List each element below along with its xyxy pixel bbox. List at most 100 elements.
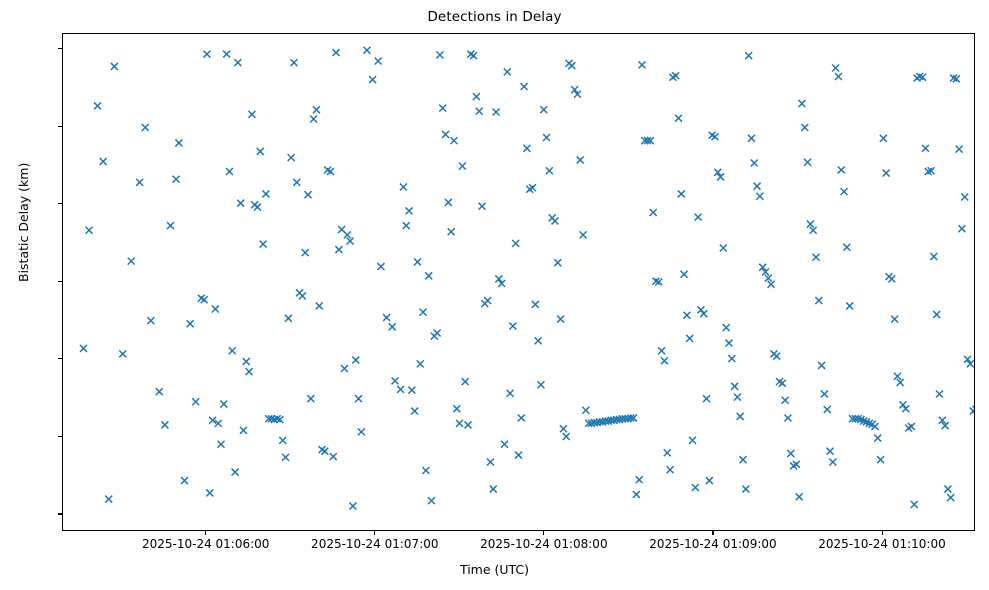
scatter-point <box>792 460 801 469</box>
scatter-point <box>879 134 888 143</box>
scatter-point <box>736 412 745 421</box>
scatter-point <box>309 114 318 123</box>
scatter-point <box>444 198 453 207</box>
scatter-point <box>553 258 562 267</box>
y-tick-mark <box>58 125 62 127</box>
scatter-point <box>637 60 647 69</box>
scatter-point <box>127 257 136 266</box>
scatter-point <box>172 175 181 184</box>
scatter-point <box>155 387 164 396</box>
scatter-point <box>710 132 719 141</box>
scatter-point <box>275 415 284 424</box>
scatter-point <box>663 448 672 457</box>
plot-area <box>62 33 975 531</box>
scatter-point <box>840 187 849 196</box>
scatter-point <box>298 291 307 300</box>
scatter-point <box>306 394 315 403</box>
scatter-point <box>660 356 669 365</box>
scatter-point <box>652 277 661 286</box>
x-tick-label: 2025-10-24 01:09:00 <box>649 537 777 551</box>
scatter-point <box>146 316 155 325</box>
scatter-point <box>927 166 936 175</box>
scatter-point <box>699 309 708 318</box>
scatter-point <box>455 419 464 428</box>
scatter-point <box>744 51 753 60</box>
scatter-point <box>253 203 262 212</box>
scatter-point <box>567 61 576 70</box>
scatter-point <box>907 422 916 431</box>
scatter-points <box>79 46 974 511</box>
scatter-point <box>357 427 366 436</box>
scatter-point <box>733 393 742 402</box>
scatter-point <box>343 230 352 239</box>
scatter-point <box>814 296 823 305</box>
scatter-point <box>758 263 767 272</box>
scatter-point <box>186 319 195 328</box>
scatter-point <box>730 382 739 391</box>
scatter-point <box>820 390 829 399</box>
scatter-point <box>929 252 938 261</box>
scatter-point <box>632 490 641 499</box>
scatter-point <box>966 359 974 368</box>
scatter-point <box>969 407 974 416</box>
x-tick-label: 2025-10-24 01:07:00 <box>311 537 439 551</box>
scatter-point <box>570 85 579 94</box>
scatter-point <box>208 416 217 425</box>
scatter-point <box>559 424 568 433</box>
scatter-point <box>340 364 349 373</box>
y-tick-mark <box>58 280 62 282</box>
scatter-point <box>399 182 408 191</box>
x-tick-mark <box>881 531 883 535</box>
scatter-point <box>469 51 478 60</box>
scatter-point <box>216 440 226 449</box>
scatter-point <box>85 226 94 235</box>
scatter-point <box>694 213 703 222</box>
scatter-point <box>826 447 835 456</box>
scatter-point <box>231 468 240 477</box>
y-axis-label: Bistatic Delay (km) <box>16 162 31 282</box>
scatter-point <box>767 280 776 289</box>
scatter-point <box>957 224 966 233</box>
scatter-point <box>960 193 969 202</box>
scatter-point <box>413 257 422 266</box>
scatter-point <box>918 73 927 82</box>
scatter-point <box>93 101 102 110</box>
scatter-point <box>348 502 357 511</box>
scatter-point <box>542 133 551 142</box>
scatter-point <box>915 72 924 81</box>
scatter-point <box>949 74 958 83</box>
scatter-point <box>287 153 296 162</box>
scatter-point <box>783 413 792 422</box>
scatter-point <box>219 400 228 409</box>
scatter-point <box>702 394 711 403</box>
y-tick-mark <box>58 435 62 437</box>
scatter-point <box>831 63 840 73</box>
scatter-point <box>764 274 773 283</box>
scatter-point <box>239 426 248 435</box>
scatter-point <box>99 157 108 166</box>
scatter-point <box>503 67 512 76</box>
scatter-point <box>110 62 119 71</box>
scatter-point <box>626 413 635 422</box>
scatter-point <box>727 354 736 363</box>
scatter-point <box>800 123 809 132</box>
scatter-point <box>452 404 461 413</box>
scatter-point <box>289 58 298 67</box>
scatter-point <box>228 346 237 355</box>
x-tick-label: 2025-10-24 01:10:00 <box>818 537 946 551</box>
scatter-point <box>351 356 360 365</box>
scatter-point <box>511 239 520 248</box>
scatter-point <box>421 466 430 475</box>
scatter-point <box>458 162 467 171</box>
scatter-point <box>963 355 972 364</box>
scatter-point <box>281 453 290 462</box>
scatter-point <box>837 165 846 174</box>
scatter-point <box>910 500 919 509</box>
scatter-point <box>674 114 683 123</box>
scatter-point <box>416 359 425 368</box>
scatter-point <box>278 436 287 445</box>
y-tick-mark <box>58 203 62 205</box>
scatter-point <box>118 349 127 358</box>
scatter-point <box>576 155 585 164</box>
x-tick-label: 2025-10-24 01:06:00 <box>141 537 270 551</box>
